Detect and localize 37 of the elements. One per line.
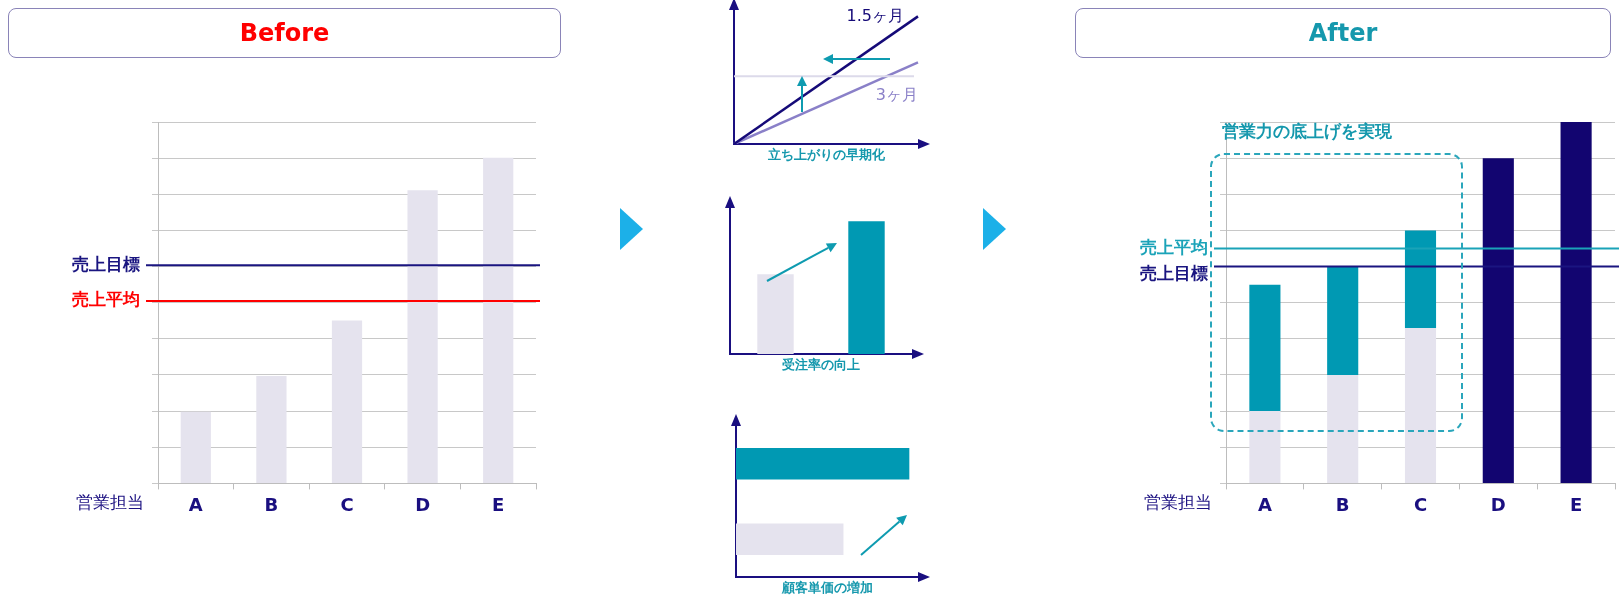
bar xyxy=(1327,266,1359,375)
bar xyxy=(1560,122,1592,483)
x-tick-label: E xyxy=(1569,493,1583,515)
ref-line-label: 売上平均 xyxy=(1140,236,1208,257)
bar xyxy=(180,411,211,483)
ref-line-label: 売上目標 xyxy=(72,253,140,274)
x-tick-label: D xyxy=(1490,493,1506,515)
bar xyxy=(1404,230,1437,328)
bar xyxy=(1249,411,1281,483)
series-label: 1.5ヶ月 xyxy=(846,5,904,25)
series-label: 3ヶ月 xyxy=(875,85,918,105)
bar xyxy=(1482,158,1514,483)
x-tick-label: A xyxy=(1257,493,1272,515)
bar xyxy=(1249,284,1281,412)
x-axis-title: 顧客単価の増加 xyxy=(780,580,873,595)
bar xyxy=(407,190,438,483)
x-tick-label: B xyxy=(1335,493,1350,515)
x-tick-label: B xyxy=(264,493,279,515)
ref-line-label: 売上平均 xyxy=(72,289,140,310)
x-axis-title: 立ち上がりの早期化 xyxy=(766,147,886,163)
bar xyxy=(483,157,514,483)
chart-title: After xyxy=(1308,19,1378,47)
x-axis-title: 受注率の向上 xyxy=(781,357,860,373)
x-axis-title: 営業担当 xyxy=(1144,491,1212,512)
bar xyxy=(256,375,287,483)
chart-title: Before xyxy=(239,19,330,47)
ref-line-label: 売上目標 xyxy=(1140,262,1208,283)
annotation: 営業力の底上げを実現 xyxy=(1222,120,1392,143)
x-tick-label: D xyxy=(415,493,431,515)
bar xyxy=(331,320,363,483)
bar xyxy=(1327,374,1359,483)
x-tick-label: C xyxy=(1413,493,1428,515)
x-tick-label: C xyxy=(340,493,354,515)
bar xyxy=(1404,328,1437,483)
x-tick-label: E xyxy=(492,493,505,515)
x-tick-label: A xyxy=(188,493,203,515)
x-axis-title: 営業担当 xyxy=(76,491,144,512)
